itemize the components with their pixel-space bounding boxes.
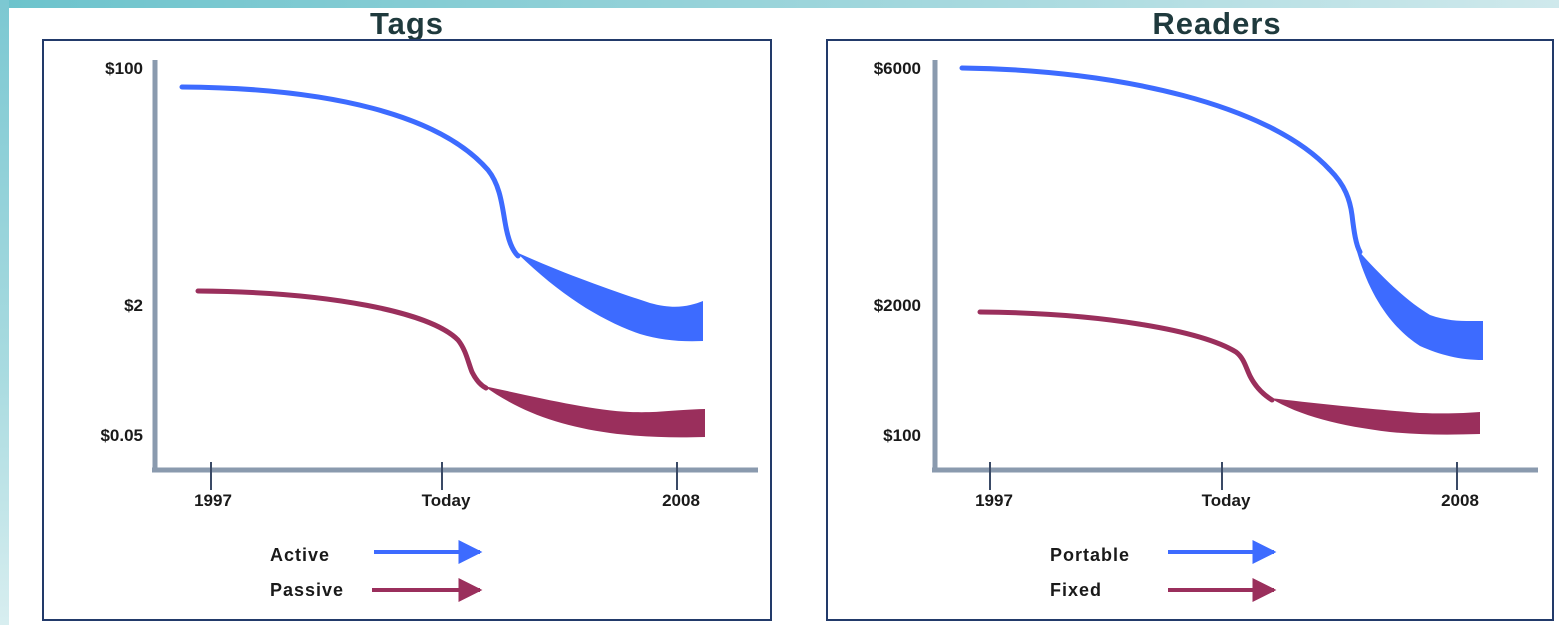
tags-legend-passive-label: Passive — [270, 580, 344, 600]
tags-y-tick-label: $100 — [105, 59, 143, 78]
readers-legend-portable-label: Portable — [1050, 545, 1130, 565]
tags-x-tick-label: 2008 — [662, 491, 700, 510]
tags-x-tick-label: 1997 — [194, 491, 232, 510]
left-accent-bar — [0, 0, 9, 625]
tags-chart-title: Tags — [369, 6, 445, 41]
tags-legend-active-label: Active — [270, 545, 330, 565]
readers-portable-line — [959, 65, 1363, 255]
readers-x-tick-label: 1997 — [975, 491, 1013, 510]
readers-fixed-band — [1270, 398, 1480, 435]
readers-y-tick-label: $6000 — [874, 59, 921, 78]
readers-fixed-line — [977, 309, 1275, 403]
readers-chart-title: Readers — [1152, 6, 1282, 41]
readers-x-tick-label: Today — [1202, 491, 1251, 510]
readers-panel-frame — [826, 39, 1554, 621]
readers-legend-fixed-label: Fixed — [1050, 580, 1102, 600]
readers-x-tick-label: 2008 — [1441, 491, 1479, 510]
readers-y-tick-label: $100 — [883, 426, 921, 445]
tags-y-tick-label: $0.05 — [100, 426, 143, 445]
tags-y-tick-label: $2 — [124, 296, 143, 315]
tags-passive-line — [195, 288, 489, 391]
tags-active-line — [179, 84, 521, 259]
tags-x-tick-label: Today — [422, 491, 471, 510]
readers-y-tick-label: $2000 — [874, 296, 921, 315]
tags-passive-band — [484, 386, 705, 438]
tags-active-band — [516, 252, 703, 342]
readers-portable-band — [1356, 248, 1483, 360]
top-accent-bar — [0, 0, 1559, 8]
tags-panel-frame — [42, 39, 772, 621]
